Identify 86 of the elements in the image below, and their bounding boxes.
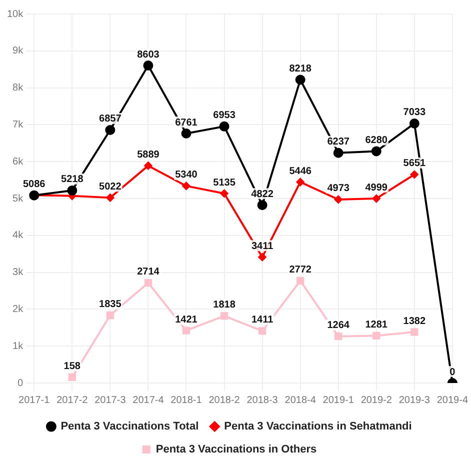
data-label: 6953: [213, 110, 236, 122]
point: [220, 190, 228, 198]
point: [296, 276, 304, 285]
y-tick-label: 6k: [12, 156, 24, 168]
data-label: 1818: [213, 300, 236, 311]
data-label: 4973: [327, 183, 350, 194]
point: [258, 253, 266, 262]
point: [219, 121, 230, 132]
y-tick-label: 3k: [12, 267, 24, 278]
y-tick-label: 1k: [12, 340, 24, 352]
point: [67, 185, 78, 196]
legend-label: Penta 3 Vaccinations in Others: [156, 444, 317, 456]
point: [106, 194, 114, 202]
data-label: 5340: [175, 170, 198, 181]
data-label: 3411: [251, 240, 274, 252]
x-tick-label: 2018-3: [246, 394, 278, 406]
y-tick-label: 8k: [12, 82, 24, 94]
point: [333, 148, 344, 158]
x-tick-label: 2018-1: [170, 394, 202, 406]
point: [143, 60, 154, 71]
data-label: 8218: [289, 64, 312, 75]
point: [371, 146, 382, 156]
y-tick-label: 4k: [12, 230, 24, 242]
data-label: 8603: [137, 49, 160, 60]
point: [144, 279, 152, 287]
point: [410, 328, 418, 336]
data-label: 0: [450, 366, 456, 378]
data-label: 4822: [251, 188, 274, 200]
data-label: 5889: [137, 149, 160, 160]
point: [105, 124, 116, 135]
point: [144, 162, 152, 170]
data-label: 1281: [365, 319, 388, 330]
legend-label: Penta 3 Vaccinations Total: [60, 420, 199, 433]
data-label: 158: [64, 360, 81, 372]
data-label: 2714: [137, 266, 160, 278]
data-label: 5135: [213, 177, 236, 188]
data-label: 1835: [99, 299, 122, 310]
y-tick-label: 7k: [12, 119, 24, 130]
y-tick-label: 10k: [7, 8, 24, 20]
point: [257, 200, 268, 210]
x-tick-label: 2019-1: [322, 394, 354, 406]
y-tick-label: 2k: [12, 304, 24, 315]
data-label: 4999: [365, 182, 388, 194]
x-tick-label: 2017-3: [94, 394, 126, 406]
point: [334, 332, 342, 340]
data-label: 5218: [61, 174, 84, 186]
x-tick-label: 2018-4: [284, 394, 316, 406]
data-label: 5651: [403, 158, 426, 170]
data-label: 5022: [99, 181, 122, 192]
data-label: 1421: [175, 314, 198, 326]
y-tick-label: 9k: [12, 46, 24, 57]
point: [372, 194, 380, 203]
data-label: 6280: [365, 135, 388, 146]
data-label: 1264: [327, 320, 350, 332]
point: [68, 373, 76, 381]
point: [106, 311, 114, 320]
x-tick-label: 2017-2: [56, 394, 88, 406]
point: [182, 182, 190, 190]
point: [295, 74, 306, 85]
point: [334, 195, 342, 204]
data-label: 1382: [403, 316, 426, 327]
data-label: 6857: [99, 114, 122, 125]
x-tick-label: 2019-4: [436, 394, 468, 406]
data-label: 6761: [175, 117, 198, 128]
data-label: 2772: [289, 264, 312, 276]
y-tick-label: 0: [18, 378, 24, 389]
point: [372, 332, 380, 340]
data-label: 1411: [251, 314, 274, 326]
point: [296, 178, 304, 186]
x-tick-label: 2019-2: [360, 394, 392, 406]
legend-label: Penta 3 Vaccinations in Sehatmandi: [224, 420, 412, 433]
point: [220, 312, 228, 320]
x-tick-label: 2017-4: [132, 394, 164, 406]
data-label: 5446: [289, 166, 312, 177]
point: [409, 118, 420, 128]
point: [181, 128, 192, 139]
point: [182, 326, 190, 334]
x-tick-label: 2017-1: [18, 394, 50, 406]
point: [410, 170, 418, 178]
data-label: 5086: [23, 179, 46, 190]
data-label: 7033: [403, 107, 426, 118]
x-tick-label: 2019-3: [398, 394, 430, 406]
point: [258, 327, 266, 335]
data-label: 6237: [327, 136, 350, 148]
x-tick-label: 2018-2: [208, 394, 240, 406]
y-tick-label: 5k: [12, 193, 24, 204]
